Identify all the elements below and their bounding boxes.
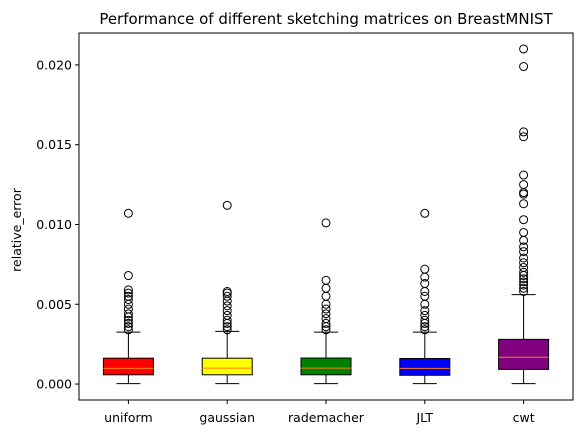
iqr-box	[498, 338, 550, 370]
outlier-point	[519, 277, 529, 287]
outlier-point	[123, 322, 133, 332]
outlier-point	[123, 318, 133, 328]
y-axis-label: relative_error	[9, 187, 24, 272]
x-tick-label: JLT	[416, 410, 434, 425]
outlier-point	[519, 286, 529, 296]
outlier-point	[222, 291, 232, 301]
outlier-point	[123, 271, 133, 281]
x-tick-label: rademacher	[288, 410, 365, 425]
outlier-point	[420, 322, 430, 332]
outlier-point	[519, 242, 529, 252]
outlier-point	[123, 299, 133, 309]
outlier-point	[519, 280, 529, 290]
outlier-point	[321, 275, 331, 285]
outlier-point	[519, 132, 529, 142]
outlier-point	[519, 274, 529, 284]
iqr-box	[300, 357, 352, 376]
outlier-point	[222, 310, 232, 320]
outlier-point	[519, 127, 529, 137]
outlier-point	[420, 279, 430, 289]
x-tick-label: cwt	[513, 410, 535, 425]
outlier-point	[519, 170, 529, 180]
outlier-point	[321, 314, 331, 324]
iqr-box	[399, 358, 451, 376]
outlier-point	[222, 315, 232, 325]
outlier-point	[519, 247, 529, 257]
outlier-point	[519, 227, 529, 237]
outlier-point	[321, 283, 331, 293]
y-tick-label: 0.015	[36, 137, 72, 152]
outlier-point	[420, 325, 430, 335]
outlier-point	[519, 199, 529, 209]
outlier-point	[519, 267, 529, 277]
outlier-point	[420, 315, 430, 325]
outlier-point	[420, 264, 430, 274]
outlier-point	[420, 310, 430, 320]
outlier-point	[123, 208, 133, 218]
outlier-point	[222, 306, 232, 316]
box-gaussian	[201, 200, 253, 385]
axes-frame	[78, 32, 574, 401]
outlier-point	[519, 253, 529, 263]
box-rademacher	[300, 218, 352, 385]
outlier-point	[420, 306, 430, 316]
outlier-point	[519, 258, 529, 268]
y-tick-label: 0.005	[36, 297, 72, 312]
outlier-point	[519, 44, 529, 54]
outlier-point	[123, 304, 133, 314]
plot-area: 0.000 0.005 0.010 0.015 0.020 uniform gaussian…	[36, 44, 550, 425]
outlier-point	[519, 62, 529, 72]
iqr-box	[102, 357, 154, 376]
outlier-point	[321, 304, 331, 314]
outlier-point	[222, 301, 232, 311]
y-tick-label: 0.010	[36, 217, 72, 232]
chart-title: Performance of different sketching matri…	[99, 10, 553, 28]
y-tick-label: 0.000	[36, 377, 72, 392]
outlier-point	[123, 309, 133, 319]
iqr-box	[201, 357, 253, 376]
outlier-point	[321, 318, 331, 328]
y-tick-label: 0.020	[36, 57, 72, 72]
box-cwt	[498, 44, 550, 385]
outlier-point	[123, 291, 133, 301]
outlier-point	[123, 315, 133, 325]
box-uniform	[102, 208, 154, 385]
x-tick-label: uniform	[104, 410, 152, 425]
outlier-point	[519, 283, 529, 293]
outlier-point	[123, 294, 133, 304]
outlier-point	[519, 263, 529, 273]
outlier-point	[123, 325, 133, 335]
box-JLT	[399, 208, 451, 385]
outlier-point	[222, 325, 232, 335]
outlier-point	[321, 325, 331, 335]
outlier-point	[222, 200, 232, 210]
x-tick-label: gaussian	[199, 410, 255, 425]
outlier-point	[222, 296, 232, 306]
outlier-point	[321, 218, 331, 228]
outlier-point	[222, 286, 232, 296]
outlier-point	[222, 322, 232, 332]
outlier-point	[321, 299, 331, 309]
outlier-point	[123, 288, 133, 298]
outlier-point	[321, 291, 331, 301]
outlier-point	[519, 215, 529, 225]
outlier-point	[321, 309, 331, 319]
outlier-point	[420, 291, 430, 301]
outlier-point	[420, 208, 430, 218]
outlier-point	[420, 286, 430, 296]
outlier-point	[519, 180, 529, 190]
outlier-point	[123, 285, 133, 295]
